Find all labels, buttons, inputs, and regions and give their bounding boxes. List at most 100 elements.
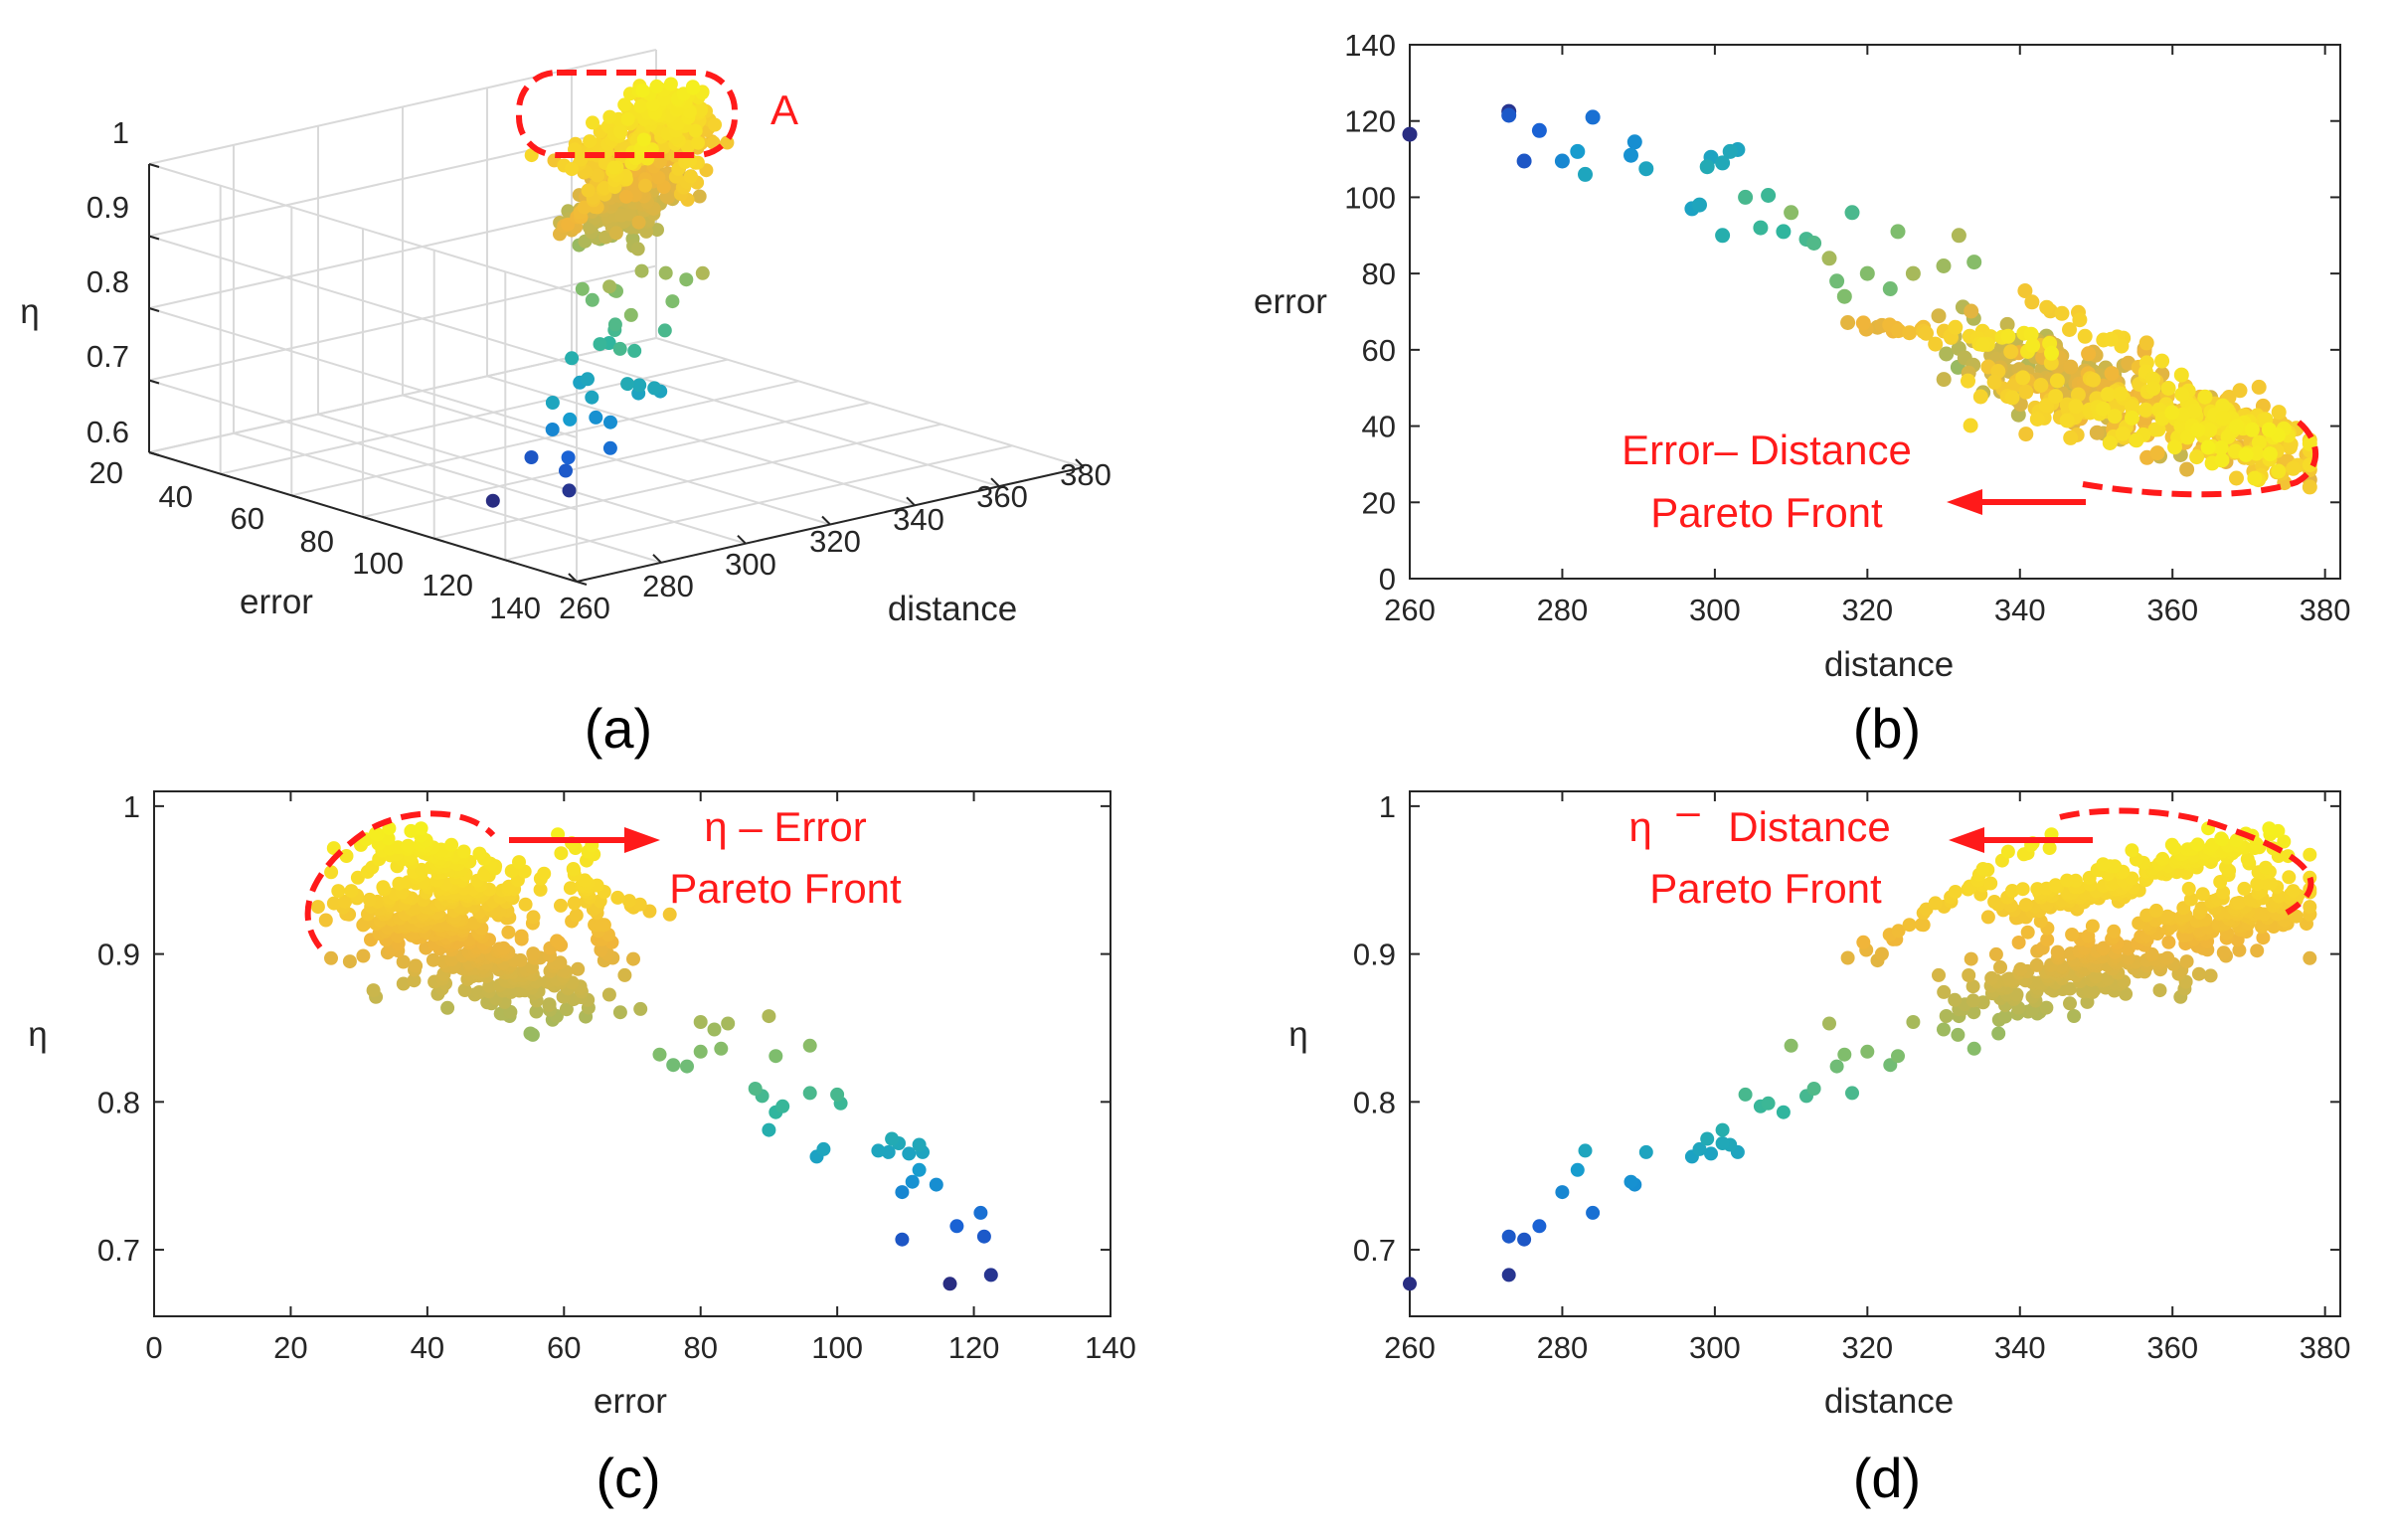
data-point — [565, 162, 580, 177]
a-ytick-mark — [362, 516, 374, 521]
data-point — [2262, 446, 2278, 462]
c-xlabel: error — [594, 1382, 667, 1421]
data-point — [1856, 935, 1871, 949]
data-point — [2018, 898, 2033, 913]
data-point — [1932, 967, 1946, 982]
data-point — [1837, 1047, 1852, 1062]
data-point — [895, 1232, 910, 1247]
x-tick-label: 360 — [2146, 593, 2198, 627]
data-point — [1623, 1174, 1638, 1189]
data-point — [2137, 402, 2153, 418]
a-ytick-mark — [148, 451, 160, 456]
data-point — [409, 958, 424, 973]
data-point — [2216, 945, 2231, 960]
data-point — [2160, 909, 2175, 924]
data-point — [2072, 312, 2088, 328]
a-ylabel: error — [240, 583, 313, 621]
data-point — [1578, 166, 1593, 182]
data-point — [2113, 386, 2129, 402]
d-ylabel: η — [1288, 1015, 1307, 1054]
a-ytick: 100 — [352, 546, 404, 581]
data-point — [2000, 844, 2015, 859]
data-point — [1962, 968, 1976, 982]
data-point — [2214, 831, 2229, 846]
data-point — [2018, 427, 2034, 442]
data-point — [457, 983, 472, 997]
data-point — [617, 97, 632, 112]
data-point — [692, 189, 707, 204]
data-point — [1738, 189, 1754, 205]
b-front-outline — [2082, 415, 2319, 498]
data-point — [649, 79, 664, 93]
data-point — [1993, 959, 2007, 974]
data-point — [369, 826, 383, 841]
data-point — [1997, 1009, 2012, 1024]
data-point — [567, 896, 582, 911]
data-point — [366, 983, 381, 998]
data-point — [2220, 428, 2236, 444]
data-point — [912, 1162, 927, 1177]
data-point — [1966, 1041, 1981, 1056]
a-ytick-mark — [576, 581, 588, 586]
data-point — [2238, 447, 2254, 462]
a-ztick: 0.6 — [86, 415, 129, 449]
data-point — [444, 837, 459, 852]
data-point — [514, 929, 529, 943]
data-point — [2173, 419, 2189, 433]
data-point — [2191, 966, 2206, 981]
data-point — [2096, 941, 2111, 955]
data-point — [695, 265, 710, 280]
data-point — [2174, 387, 2190, 403]
data-point — [627, 343, 642, 358]
x-tick-label: 20 — [273, 1330, 307, 1365]
data-point — [1860, 1044, 1875, 1059]
data-point — [905, 1174, 920, 1189]
data-point — [2261, 422, 2277, 437]
data-point — [2029, 957, 2044, 972]
data-point — [331, 884, 346, 899]
data-point — [501, 925, 516, 940]
y-tick-label: 120 — [1344, 104, 1396, 139]
data-point — [602, 440, 617, 455]
data-point — [559, 1002, 574, 1017]
data-point — [2286, 460, 2302, 476]
data-point — [561, 450, 576, 465]
a-front-outline — [516, 70, 738, 158]
panel-c-label: (c) — [596, 1447, 660, 1509]
b-xlabel: distance — [1824, 645, 1954, 684]
c-ylabel: η — [28, 1015, 47, 1054]
data-point — [1939, 1009, 1954, 1023]
x-tick-label: 80 — [683, 1330, 717, 1365]
data-point — [1555, 1185, 1570, 1200]
data-point — [630, 242, 645, 257]
data-point — [651, 170, 666, 185]
data-point — [2096, 857, 2111, 872]
data-point — [2040, 933, 2055, 947]
data-point — [1715, 155, 1731, 171]
data-point — [1855, 315, 1871, 331]
data-point — [2229, 419, 2245, 434]
data-point — [1948, 319, 1964, 335]
data-point — [344, 884, 359, 899]
data-point — [973, 1205, 988, 1220]
data-point — [693, 103, 708, 118]
data-point — [563, 412, 578, 427]
data-point — [2154, 353, 2170, 369]
x-tick-label: 360 — [2146, 1330, 2198, 1365]
data-point — [2011, 936, 2026, 949]
data-point — [574, 152, 589, 167]
data-point — [512, 855, 526, 870]
panel-c-scatter: 0 20 40 60 80 100 120 140 0.7 0.8 0.9 1 η error η –… — [28, 789, 1136, 1509]
a-gridline — [362, 402, 871, 518]
data-point — [2303, 900, 2317, 915]
data-point — [396, 954, 411, 969]
a-gridline — [433, 423, 941, 540]
b-annotation-line2: Pareto Front — [1650, 489, 1883, 536]
data-point — [679, 272, 694, 287]
x-tick-label: 280 — [1537, 1330, 1589, 1365]
data-point — [762, 1009, 776, 1024]
data-point — [2100, 387, 2116, 403]
data-point — [326, 896, 341, 911]
data-point — [2160, 950, 2175, 965]
data-point — [2240, 852, 2255, 867]
